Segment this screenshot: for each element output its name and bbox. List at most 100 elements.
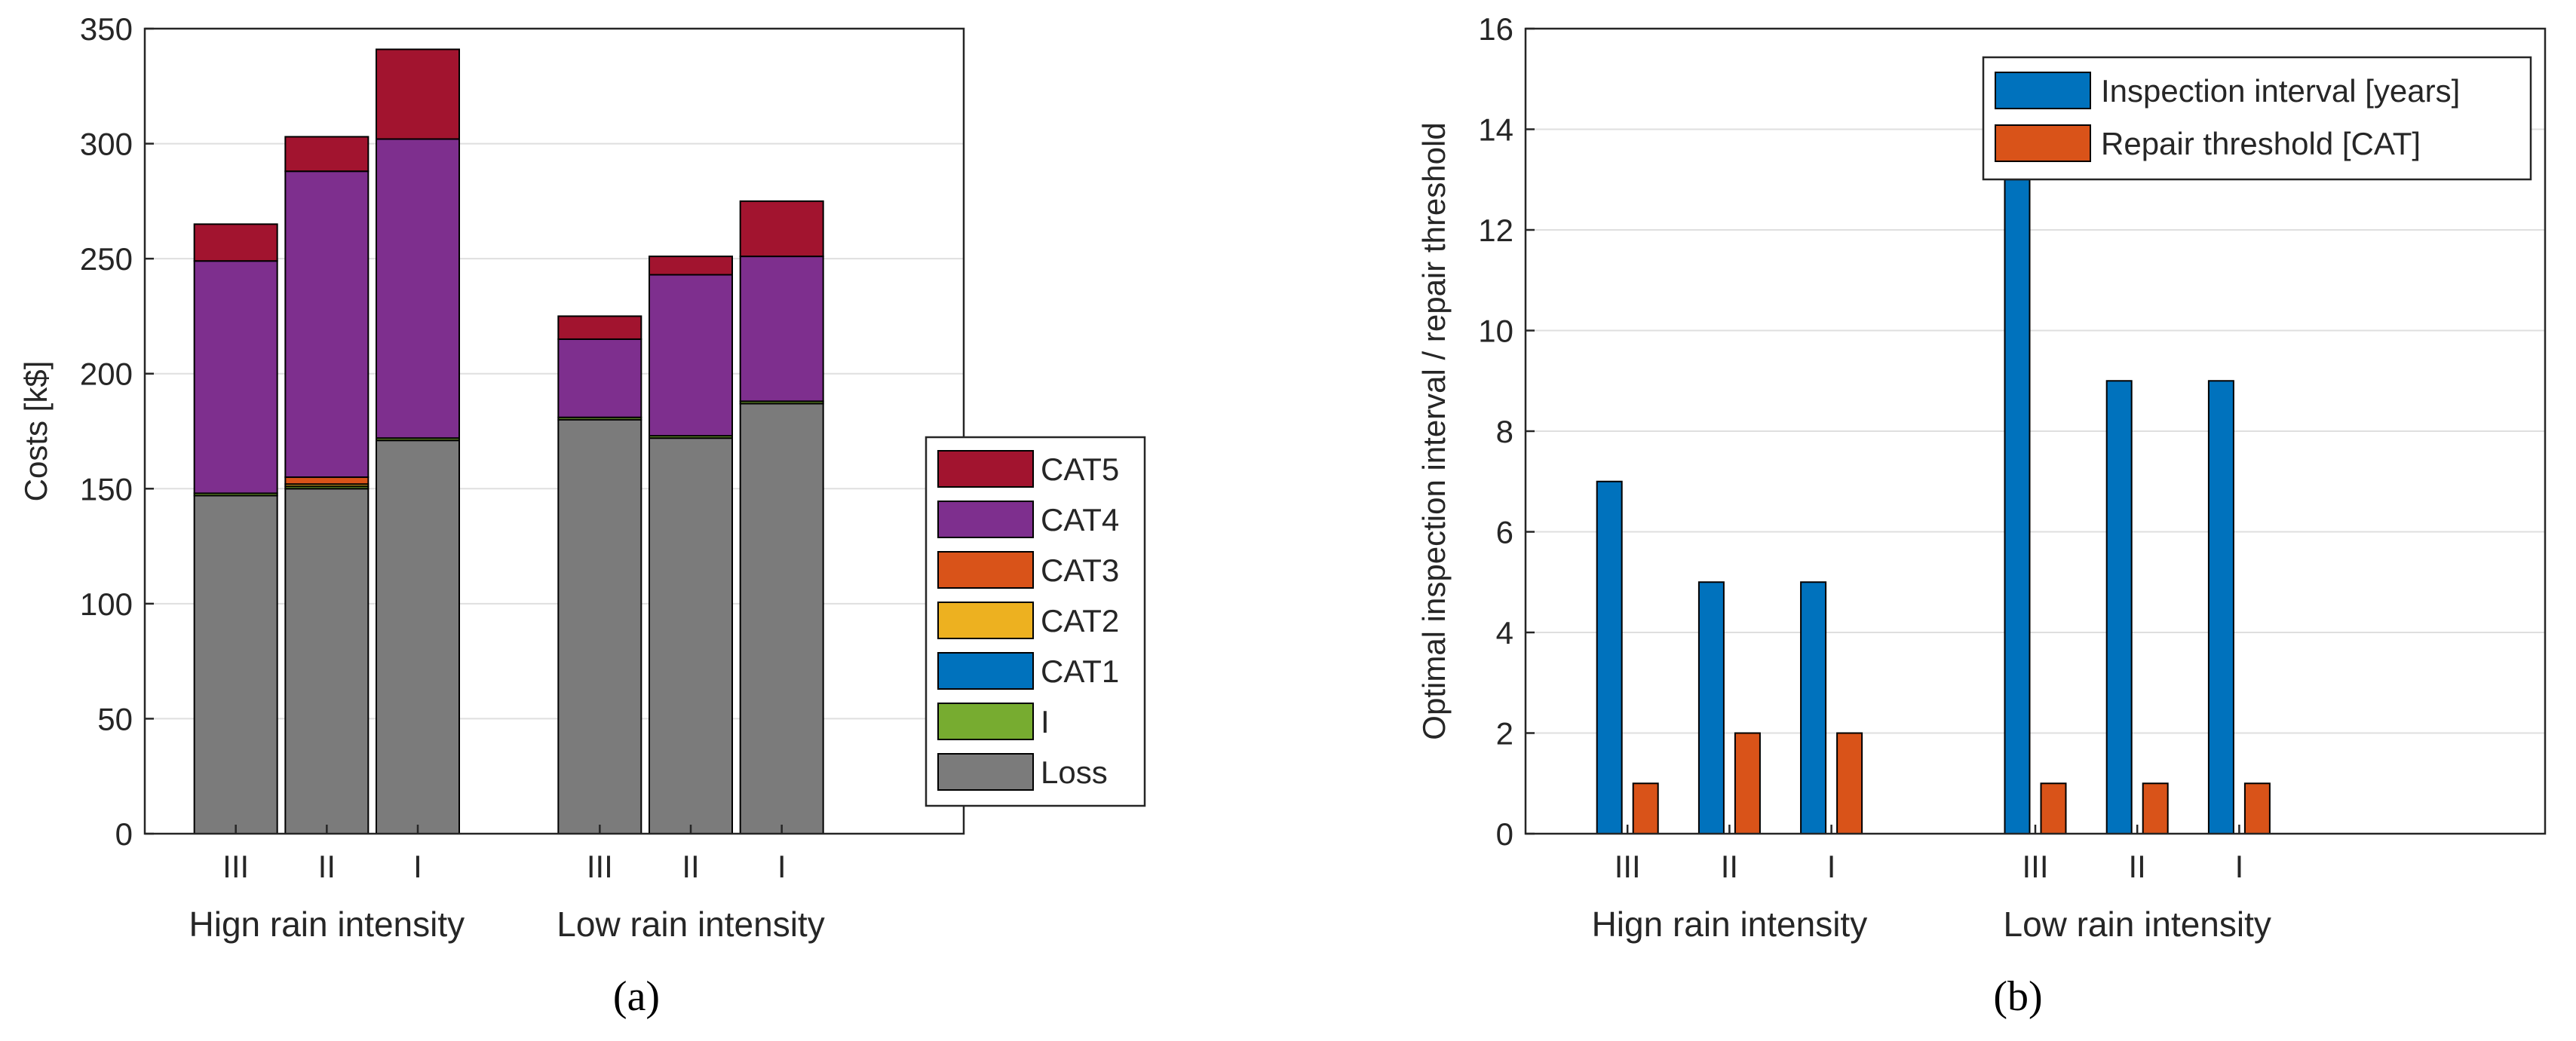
panel-b-legend-swatch-repair-threshold (1995, 124, 2091, 162)
panel-b-repair-threshold-bar (1836, 732, 1863, 834)
panel-b-inspection-interval-bar (1596, 480, 1623, 834)
panel-a-group-label: Hign rain intensity (189, 905, 465, 944)
panel-a-legend-label-cat3: CAT3 (1041, 553, 1119, 588)
panel-a-y-tick-label: 200 (80, 357, 133, 392)
panel-b-repair-threshold-bar (2142, 782, 2169, 834)
panel-b-y-tick-label: 10 (1478, 314, 1513, 349)
panel-a-bar-cat3-segment (284, 476, 370, 485)
panel-a-bar-cat4-segment (284, 170, 370, 479)
panel-a-caption-label: (a) (613, 973, 660, 1020)
panel-a-bar-cat5-segment (376, 48, 460, 140)
panel-a-legend-box (925, 436, 1146, 807)
panel-a-bars (193, 48, 824, 834)
panel-a-x-tick-label: II (682, 849, 699, 884)
panel-a-y-tick-label: 50 (97, 701, 133, 736)
panel-b-inspection-interval-bar (1697, 581, 1725, 834)
panel-b-y-tick-label: 2 (1496, 716, 1513, 752)
panel-b-repair-threshold-bar (2243, 782, 2271, 834)
panel-a-bar-cat4-segment (193, 260, 278, 494)
panel-a-x-tick-label: III (587, 849, 613, 884)
panel-b-legend-label-repair-threshold: Repair threshold [CAT] (2101, 126, 2421, 161)
panel-a-bar-cat4-segment (739, 256, 824, 403)
panel-a-bar-loss-segment (649, 437, 733, 834)
panel-a-legend-label-i: I (1041, 704, 1050, 739)
panel-a-bar-loss-segment (739, 403, 824, 834)
panel-a-bar-loss-segment (193, 494, 278, 834)
panel-a-legend-swatch-cat1 (937, 652, 1034, 690)
panel-a-y-tick-label: 150 (80, 471, 133, 507)
panel-a-y-ticks: 0 50 100 150 200 250 300 350 (80, 11, 154, 852)
panel-b-group-labels: Hign rain intensity Low rain intensity (1592, 905, 2271, 944)
panel-a-legend-swatch-cat2 (937, 602, 1034, 639)
panel-b-y-tick-label: 4 (1496, 615, 1513, 651)
panel-b-x-tick-label: I (1827, 849, 1836, 884)
panel-a-bar-cat4-segment (376, 138, 460, 439)
panel-a-legend-swatch-cat5 (937, 450, 1034, 488)
panel-b-x-tick-label: III (2022, 849, 2048, 884)
panel-b-y-tick-label: 6 (1496, 515, 1513, 550)
panel-b-x-tick-label: II (2129, 849, 2146, 884)
panel-a-y-tick-label: 250 (80, 241, 133, 277)
panel-a-bar-cat5-segment (739, 200, 824, 258)
panel-a-legend-swatch-cat3 (937, 551, 1034, 589)
panel-a-x-tick-label: II (318, 849, 336, 884)
panel-a-bar-cat4-segment (649, 274, 733, 437)
panel-b-y-tick-label: 0 (1496, 816, 1513, 852)
panel-a-x-ticks: III II I III II I (222, 825, 787, 884)
panel-a-group-labels: Hign rain intensity Low rain intensity (189, 905, 825, 944)
panel-b-repair-threshold-bar (1734, 732, 1761, 834)
panel-a-legend-swatch-loss (937, 753, 1034, 791)
panel-a-axes-frame (143, 27, 965, 835)
panel-a-legend-label-loss: Loss (1041, 755, 1108, 790)
panel-b-y-tick-label: 8 (1496, 414, 1513, 449)
panel-a-legend-label-cat4: CAT4 (1041, 502, 1119, 537)
panel-a-bar-cat5-segment (284, 136, 370, 173)
panel-b-y-ticks: 0 2 4 6 8 10 12 14 16 (1478, 11, 1535, 852)
panel-a-x-tick-label: I (777, 849, 787, 884)
panel-a-legend-swatch-cat4 (937, 501, 1034, 538)
panel-b-group-label: Hign rain intensity (1592, 905, 1868, 944)
panel-a-legend-label-cat1: CAT1 (1041, 654, 1119, 689)
panel-b-y-tick-label: 14 (1478, 112, 1513, 148)
panel-a-bar-loss-segment (284, 488, 370, 834)
panel-a-legend-swatch-i (937, 703, 1034, 740)
panel-a-legend: CAT5 CAT4 CAT3 CAT2 CAT1 I Loss (925, 436, 1146, 807)
panel-b-legend: Inspection interval [years] Repair thresh… (1982, 56, 2532, 181)
panel-a-legend-label-cat5: CAT5 (1041, 452, 1119, 487)
panel-b-caption-label: (b) (1993, 973, 2042, 1020)
panel-b-inspection-interval-bar (1800, 581, 1827, 834)
panel-a-bar-cat5-segment (649, 256, 733, 276)
panel-a-y-tick-label: 100 (80, 586, 133, 622)
panel-b-x-tick-label: I (2235, 849, 2244, 884)
panel-a-x-tick-label: I (413, 849, 422, 884)
panel-a-gridlines (145, 142, 964, 720)
panel-b-inspection-interval-bar (2105, 380, 2133, 834)
panel-a-bar-loss-segment (557, 418, 642, 834)
panel-a-x-tick-label: III (222, 849, 249, 884)
panel-b-legend-swatch-inspection-interval (1995, 72, 2091, 109)
panel-a-y-tick-label: 300 (80, 127, 133, 162)
panel-a-y-tick-label: 0 (115, 816, 133, 852)
panel-b-y-tick-label: 16 (1478, 11, 1513, 47)
panel-a-legend-label-cat2: CAT2 (1041, 603, 1119, 638)
panel-b-x-ticks: III II I III II I (1615, 825, 2244, 884)
panel-b-repair-threshold-bar (2040, 782, 2067, 834)
panel-b-legend-label-inspection-interval: Inspection interval [years] (2101, 73, 2460, 109)
panel-a-y-axis-label: Costs [k$] (18, 361, 54, 502)
panel-a-group-label: Low rain intensity (557, 905, 824, 944)
panel-b-inspection-interval-bar (2004, 179, 2031, 834)
panel-b-x-tick-label: II (1721, 849, 1738, 884)
panel-b-y-axis-label: Optimal inspection interval / repair thr… (1416, 122, 1452, 739)
panel-b-inspection-interval-bar (2207, 380, 2234, 834)
panel-a-bar-cat4-segment (557, 338, 642, 418)
panel-a-y-tick-label: 350 (80, 11, 133, 47)
panel-b-repair-threshold-bar (1632, 782, 1659, 834)
panel-b-y-tick-label: 12 (1478, 213, 1513, 248)
panel-a-bar-loss-segment (376, 439, 460, 834)
panel-b-group-label: Low rain intensity (2003, 905, 2271, 944)
panel-a-bar-cat5-segment (557, 315, 642, 340)
panel-a-bar-cat5-segment (193, 223, 278, 262)
